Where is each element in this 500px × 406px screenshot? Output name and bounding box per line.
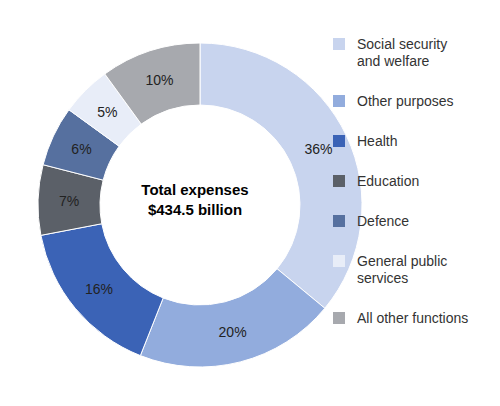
- svg-text:6%: 6%: [71, 141, 91, 157]
- html-text:General public services: General public services: [357, 253, 448, 286]
- svg-text:20%: 20%: [219, 324, 247, 340]
- html-text:Education: Education: [357, 173, 420, 189]
- html-text:Other purposes: Other purposes: [357, 93, 454, 109]
- html-text:All other functions: All other functions: [357, 310, 469, 326]
- html-text:Social security and welfare: Social security and welfare: [357, 36, 448, 69]
- svg-text:7%: 7%: [59, 193, 79, 209]
- html-text:Total expenses: Total expenses: [141, 181, 249, 198]
- svg-text:5%: 5%: [97, 104, 117, 120]
- svg-text:16%: 16%: [85, 281, 113, 297]
- html-text:$434.5 billion: $434.5 billion: [147, 201, 243, 218]
- svg-text:36%: 36%: [305, 141, 333, 157]
- html-text:Health: Health: [357, 133, 398, 149]
- html-text:Defence: Defence: [357, 213, 410, 229]
- svg-text:10%: 10%: [146, 72, 174, 88]
